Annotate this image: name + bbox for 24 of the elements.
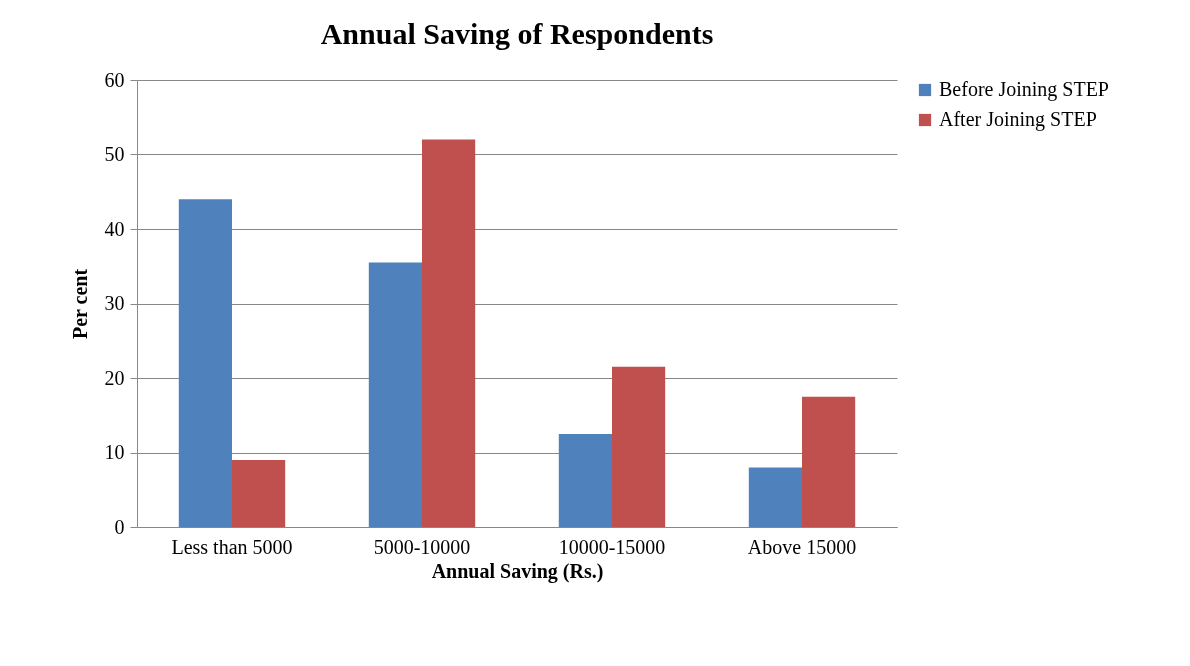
bar <box>232 459 286 527</box>
bar <box>612 366 666 527</box>
bar <box>368 262 422 527</box>
bar <box>178 199 232 527</box>
legend-label: Before Joining STEP <box>939 78 1109 101</box>
chart-title: Annual Saving of Respondents <box>320 17 714 50</box>
x-tick-label: Above 15000 <box>747 535 857 558</box>
y-axis-title: Per cent <box>68 268 91 340</box>
bar <box>748 467 802 527</box>
x-tick-label: Less than 5000 <box>171 535 293 558</box>
y-tick-label: 40 <box>104 217 125 240</box>
y-tick-label: 30 <box>104 292 125 314</box>
bar <box>558 433 612 527</box>
x-tick-label: 10000-15000 <box>558 535 666 558</box>
legend-label: After Joining STEP <box>939 108 1097 131</box>
y-tick-label: 50 <box>104 143 125 165</box>
bar <box>802 396 856 527</box>
y-tick-label: 10 <box>104 441 125 463</box>
x-tick-label: 5000-10000 <box>373 535 471 558</box>
y-tick-label: 20 <box>104 366 125 389</box>
y-tick-label: 60 <box>104 68 125 91</box>
x-axis-title: Annual Saving (Rs.) <box>431 559 604 583</box>
y-tick-label: 0 <box>114 515 125 538</box>
bar <box>422 139 476 527</box>
